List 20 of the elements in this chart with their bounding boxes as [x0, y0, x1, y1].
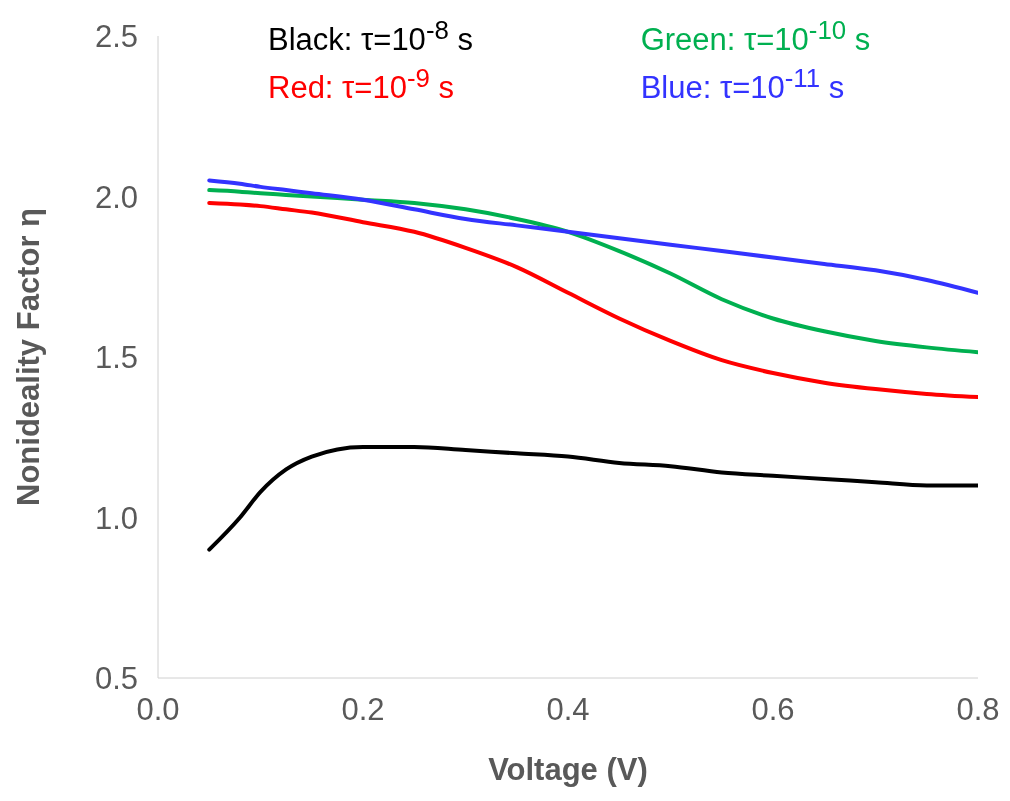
y-axis-title: Nonideality Factor η	[11, 208, 47, 506]
x-axis-title: Voltage (V)	[488, 752, 648, 787]
y-tick-label: 1.0	[94, 500, 138, 536]
x-tick-label: 0.8	[956, 692, 1000, 728]
x-tick-label: 0.4	[546, 692, 590, 728]
x-tick-label: 0.0	[136, 692, 180, 728]
y-tick-label: 1.5	[94, 340, 138, 376]
y-tick-label: 2.0	[94, 179, 138, 215]
text: Black: τ=10$^{-8}$ s	[268, 16, 474, 59]
line-series	[207, 200, 978, 400]
text: Green: τ=10$^{-10}$ s	[640, 16, 872, 59]
line-series	[207, 444, 978, 552]
y-tick-label: 2.5	[94, 19, 138, 55]
line-series	[207, 188, 978, 355]
y-tick-label: 0.5	[94, 661, 138, 697]
x-tick-label: 0.2	[341, 692, 385, 728]
line-series	[207, 178, 978, 295]
text: Red: τ=10$^{-9}$ s	[268, 64, 456, 107]
x-tick-label: 0.6	[751, 692, 795, 728]
text: Blue: τ=10$^{-11}$ s	[640, 64, 846, 107]
